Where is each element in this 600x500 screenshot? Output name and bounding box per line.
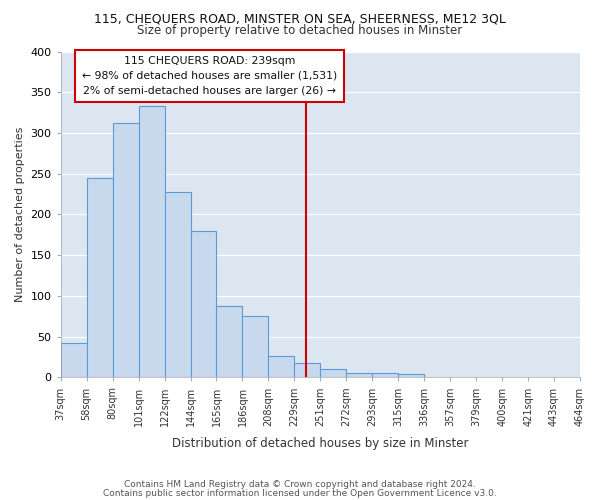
- Bar: [398, 374, 424, 378]
- Text: 115, CHEQUERS ROAD, MINSTER ON SEA, SHEERNESS, ME12 3QL: 115, CHEQUERS ROAD, MINSTER ON SEA, SHEE…: [94, 12, 506, 26]
- Bar: [164, 192, 191, 378]
- Bar: [268, 356, 295, 378]
- Text: 115 CHEQUERS ROAD: 239sqm
← 98% of detached houses are smaller (1,531)
2% of sem: 115 CHEQUERS ROAD: 239sqm ← 98% of detac…: [82, 56, 337, 96]
- Bar: [295, 362, 320, 378]
- Bar: [424, 376, 450, 378]
- Text: Size of property relative to detached houses in Minster: Size of property relative to detached ho…: [137, 24, 463, 37]
- Bar: [217, 306, 242, 378]
- Text: Contains public sector information licensed under the Open Government Licence v3: Contains public sector information licen…: [103, 488, 497, 498]
- Bar: [61, 343, 86, 378]
- Bar: [320, 369, 346, 378]
- Bar: [346, 374, 372, 378]
- Bar: [113, 123, 139, 378]
- Bar: [86, 178, 113, 378]
- Bar: [242, 316, 268, 378]
- X-axis label: Distribution of detached houses by size in Minster: Distribution of detached houses by size …: [172, 437, 469, 450]
- Bar: [139, 106, 164, 378]
- Bar: [372, 374, 398, 378]
- Text: Contains HM Land Registry data © Crown copyright and database right 2024.: Contains HM Land Registry data © Crown c…: [124, 480, 476, 489]
- Y-axis label: Number of detached properties: Number of detached properties: [15, 126, 25, 302]
- Bar: [191, 230, 217, 378]
